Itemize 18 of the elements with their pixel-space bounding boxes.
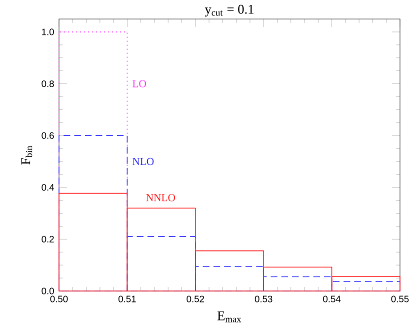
chart-title: y$_{cut}$ = 0.1 [204,4,254,17]
series-label: NLO [132,158,154,166]
y-tick-label: 0.0 [42,288,54,294]
y-tick-label: 0.6 [42,132,54,139]
y-tick-label: 1.0 [42,28,54,36]
series-label: NNLO [146,194,176,202]
x-tick-label: 0.53 [254,296,272,302]
x-tick-label: 0.54 [323,296,341,302]
x-axis-title: E$_{max}$ [217,311,242,322]
series-label: LO [132,80,146,88]
x-tick-label: 0.55 [391,296,409,302]
x-tick-label: 0.50 [50,296,68,302]
y-tick-label: 0.8 [42,80,54,88]
y-tick-label: 0.2 [42,236,54,242]
x-tick-label: 0.52 [186,296,204,302]
y-tick-label: 0.4 [42,184,54,191]
y-axis-title: F$_{bin}$ [21,146,32,165]
x-tick-label: 0.51 [118,296,136,302]
